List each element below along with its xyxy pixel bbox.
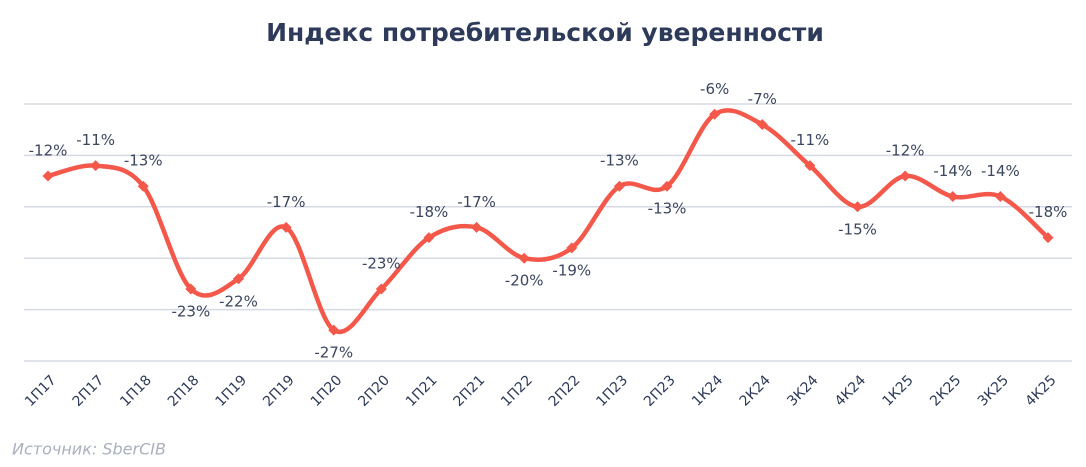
x-tick-label: 1П19: [212, 372, 250, 410]
data-point: [852, 201, 864, 213]
x-tick-label: 1К24: [689, 372, 726, 409]
data-point: [1042, 232, 1054, 244]
x-tick-label: 2П19: [260, 372, 298, 410]
value-label: -11%: [791, 131, 830, 149]
data-point: [709, 108, 721, 120]
value-label: -23%: [171, 303, 210, 321]
data-point: [566, 242, 578, 254]
value-label: -13%: [600, 152, 639, 170]
x-tick-label: 1П18: [117, 372, 155, 410]
x-tick-label: 3К24: [784, 372, 821, 409]
value-label: -20%: [505, 272, 544, 290]
x-tick-label: 1К25: [880, 372, 917, 409]
source-note: Источник: SberCIB: [12, 440, 166, 459]
data-point: [328, 324, 340, 336]
data-point: [42, 170, 54, 182]
series-line: [47, 108, 1050, 335]
data-point: [661, 180, 673, 192]
x-tick-label: 2П23: [641, 372, 679, 410]
x-tick-label: 2К25: [927, 372, 964, 409]
x-tick-label: 1П21: [403, 372, 441, 410]
value-label: -14%: [933, 162, 972, 180]
data-point: [471, 221, 483, 233]
value-label: -17%: [457, 193, 496, 211]
value-label: -14%: [981, 162, 1020, 180]
value-label: -22%: [219, 292, 258, 310]
data-point: [232, 273, 244, 285]
value-label: -12%: [886, 141, 925, 159]
value-label: -23%: [362, 255, 401, 273]
x-tick-label: 1П17: [22, 372, 60, 410]
value-label: -7%: [748, 90, 777, 108]
value-label: -18%: [1029, 203, 1068, 221]
value-label: -18%: [410, 203, 449, 221]
x-tick-label: 3К25: [975, 372, 1012, 409]
chart-title: Индекс потребительской уверенности: [266, 18, 824, 47]
data-point: [375, 283, 387, 295]
x-tick-label: 2П18: [165, 372, 203, 410]
data-point: [280, 221, 292, 233]
value-label: -15%: [838, 220, 877, 238]
x-tick-label: 2К24: [737, 372, 774, 409]
value-label: -13%: [124, 152, 163, 170]
data-point: [518, 252, 530, 264]
value-label: -19%: [552, 261, 591, 279]
data-point: [613, 180, 625, 192]
data-point: [994, 191, 1006, 203]
data-point: [137, 180, 149, 192]
data-point: [185, 283, 197, 295]
x-tick-label: 1П20: [308, 372, 346, 410]
data-point: [947, 191, 959, 203]
data-point: [90, 160, 102, 172]
x-tick-label: 4К24: [832, 372, 869, 409]
x-tick-label: 1П22: [498, 372, 536, 410]
x-tick-label: 2П22: [546, 372, 584, 410]
x-tick-label: 1П23: [593, 372, 631, 410]
value-label: -13%: [648, 200, 687, 218]
x-tick-label: 2П17: [70, 372, 108, 410]
data-point: [756, 119, 768, 131]
value-label: -6%: [700, 80, 729, 98]
data-point: [899, 170, 911, 182]
value-label: -17%: [267, 193, 306, 211]
x-tick-label: 4К25: [1022, 372, 1059, 409]
value-label: -27%: [314, 344, 353, 362]
value-label: -12%: [29, 141, 68, 159]
data-point: [423, 232, 435, 244]
value-label: -11%: [76, 131, 115, 149]
data-point: [804, 160, 816, 172]
x-tick-label: 2П21: [451, 372, 489, 410]
x-tick-label: 2П20: [355, 372, 393, 410]
